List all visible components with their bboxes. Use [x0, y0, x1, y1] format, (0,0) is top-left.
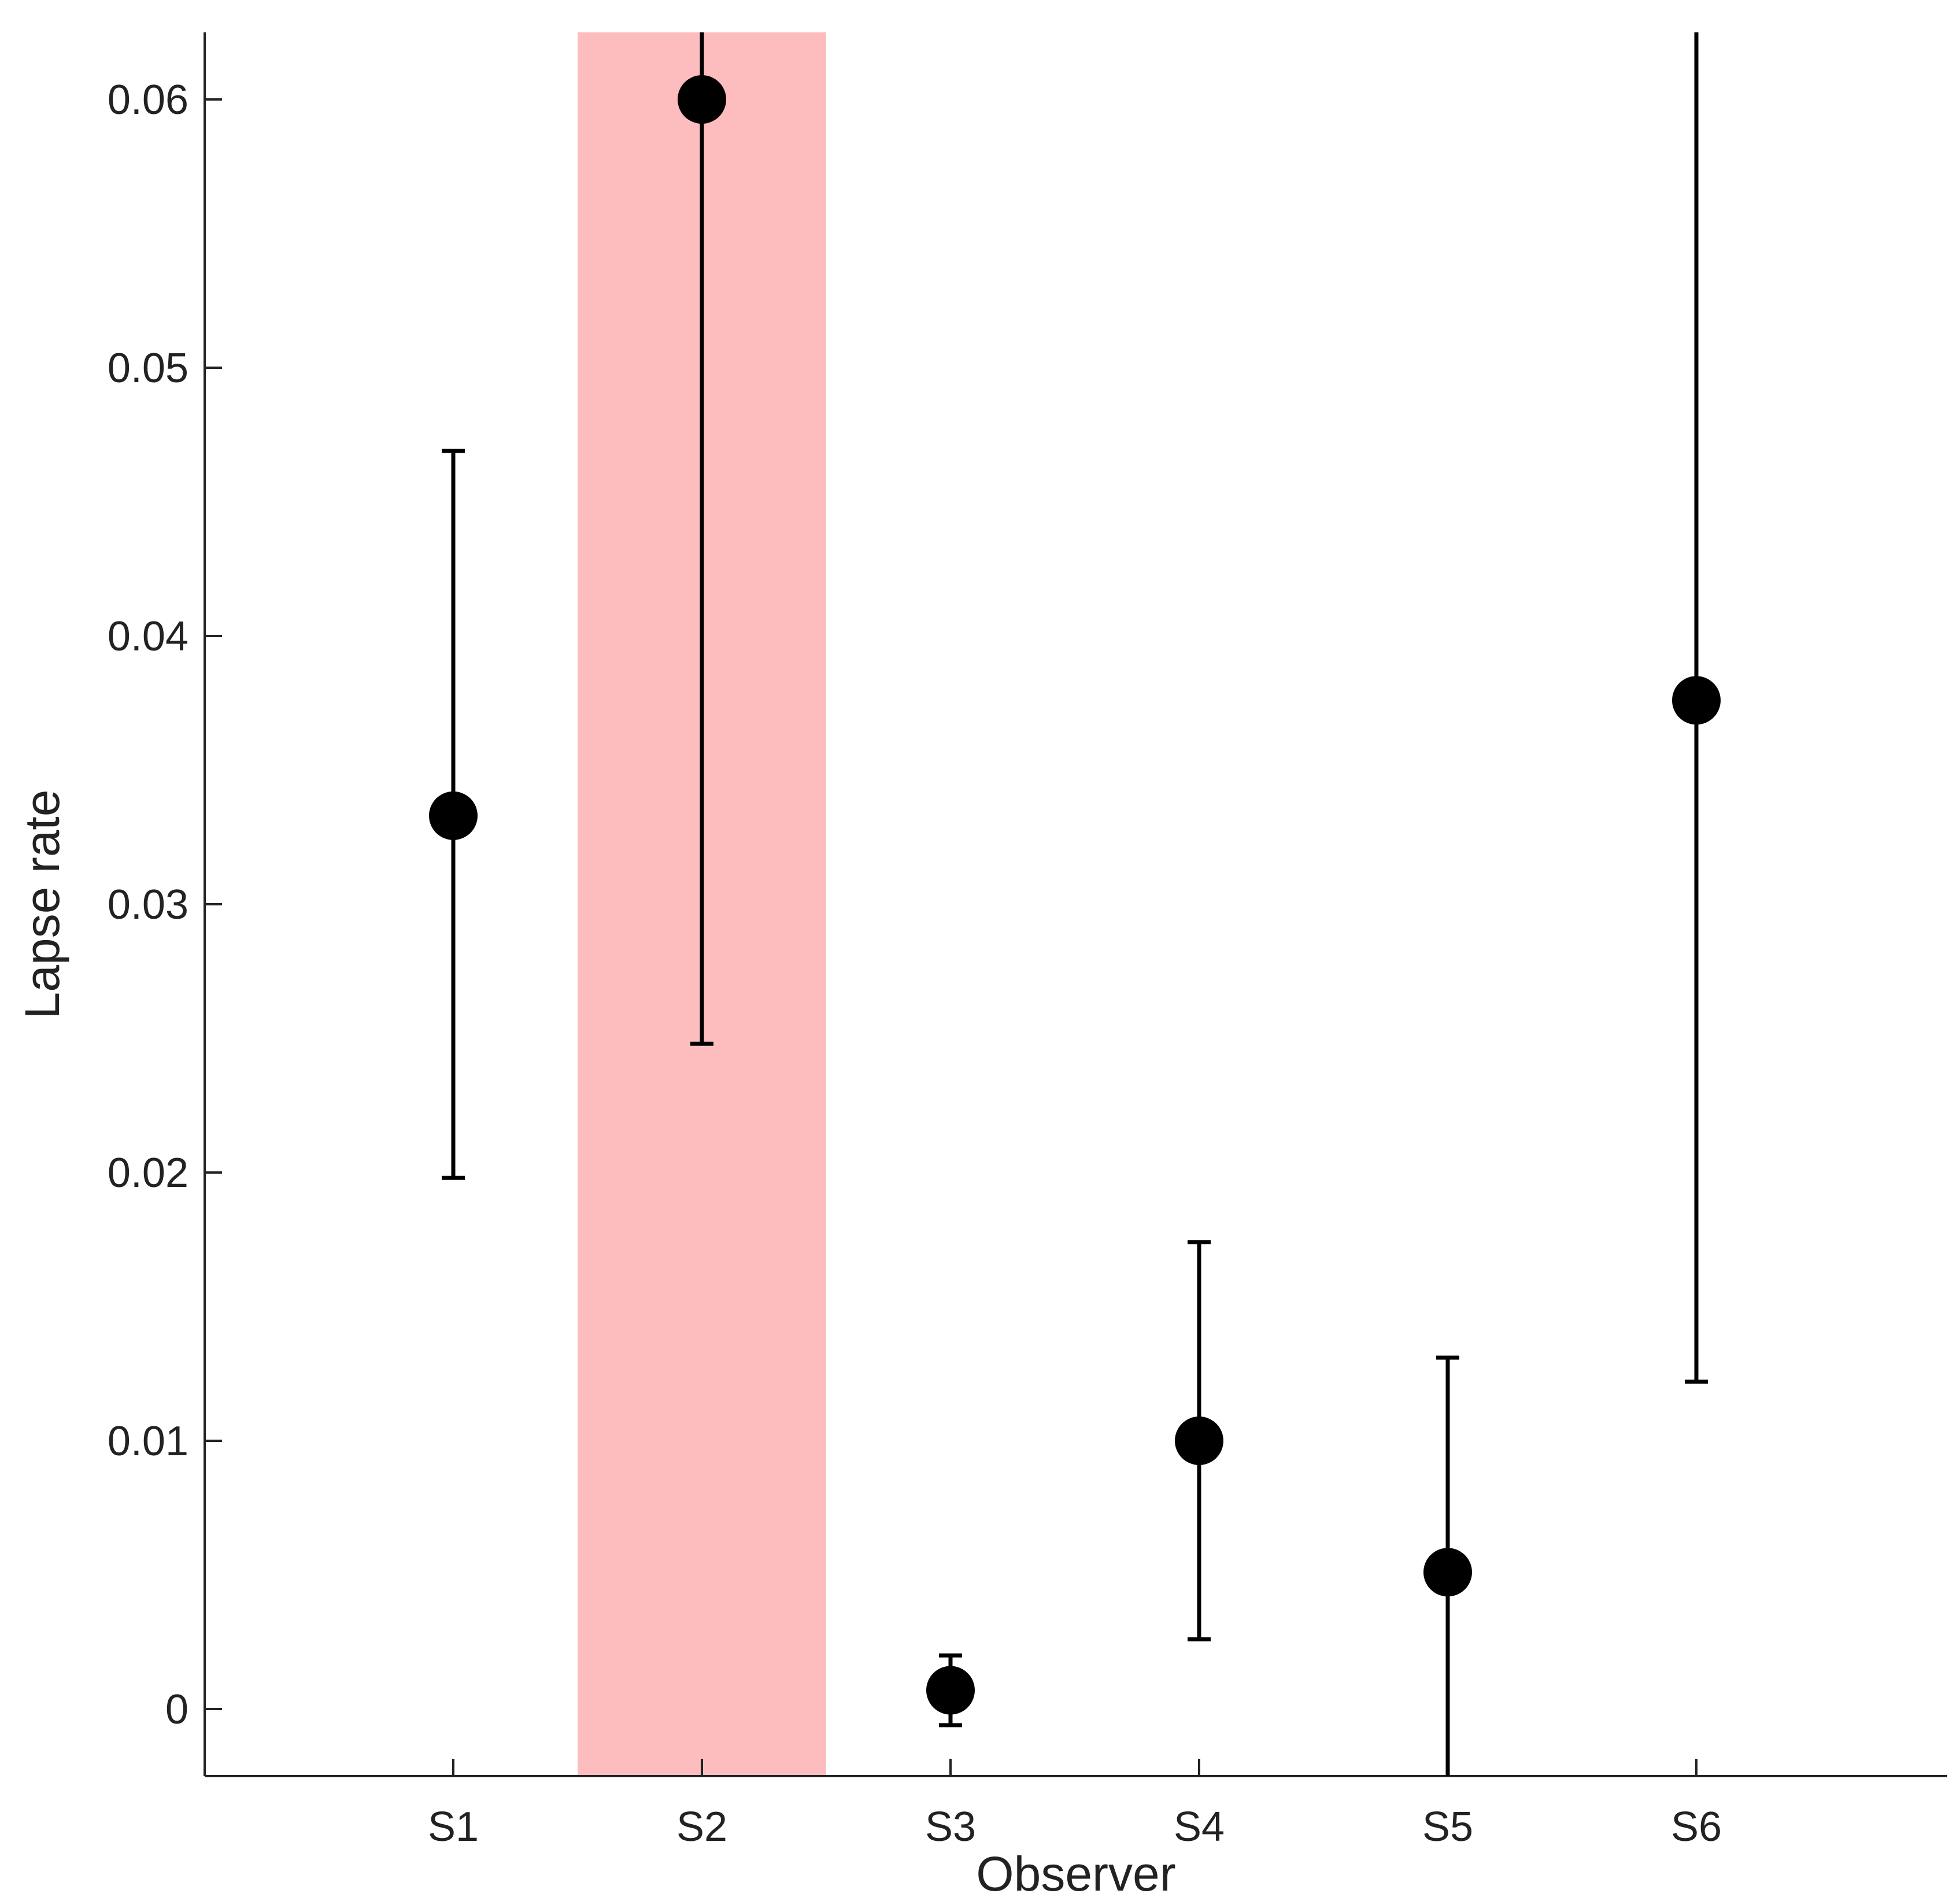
x-tick-label: S4 [1174, 1804, 1225, 1850]
data-point-s1 [429, 791, 478, 840]
data-point-s2 [678, 75, 726, 124]
y-tick-label: 0.05 [108, 345, 188, 391]
data-point-s4 [1175, 1416, 1223, 1465]
y-tick-label: 0.03 [108, 882, 188, 928]
x-axis-label: Observer [976, 1847, 1175, 1901]
data-points [429, 75, 1721, 1715]
x-tick-label: S6 [1671, 1804, 1722, 1850]
data-point-s5 [1423, 1548, 1472, 1597]
y-tick-label: 0.02 [108, 1150, 188, 1196]
y-ticks: 0 0.01 0.02 0.03 0.04 0.05 0.06 [108, 77, 222, 1733]
y-tick-label: 0.04 [108, 613, 188, 660]
y-tick-label: 0 [165, 1687, 188, 1733]
x-tick-label: S3 [925, 1804, 976, 1850]
x-tick-label: S1 [428, 1804, 479, 1850]
x-ticks: S1 S2 S3 S4 S5 S6 [428, 1759, 1722, 1850]
y-axis-label: Lapse rate [15, 790, 69, 1019]
y-tick-label: 0.01 [108, 1418, 188, 1464]
data-point-s6 [1672, 676, 1721, 725]
y-tick-label: 0.06 [108, 77, 188, 123]
x-tick-label: S2 [676, 1804, 727, 1850]
data-point-s3 [926, 1666, 975, 1715]
x-tick-label: S5 [1422, 1804, 1473, 1850]
axes [204, 32, 1947, 1777]
